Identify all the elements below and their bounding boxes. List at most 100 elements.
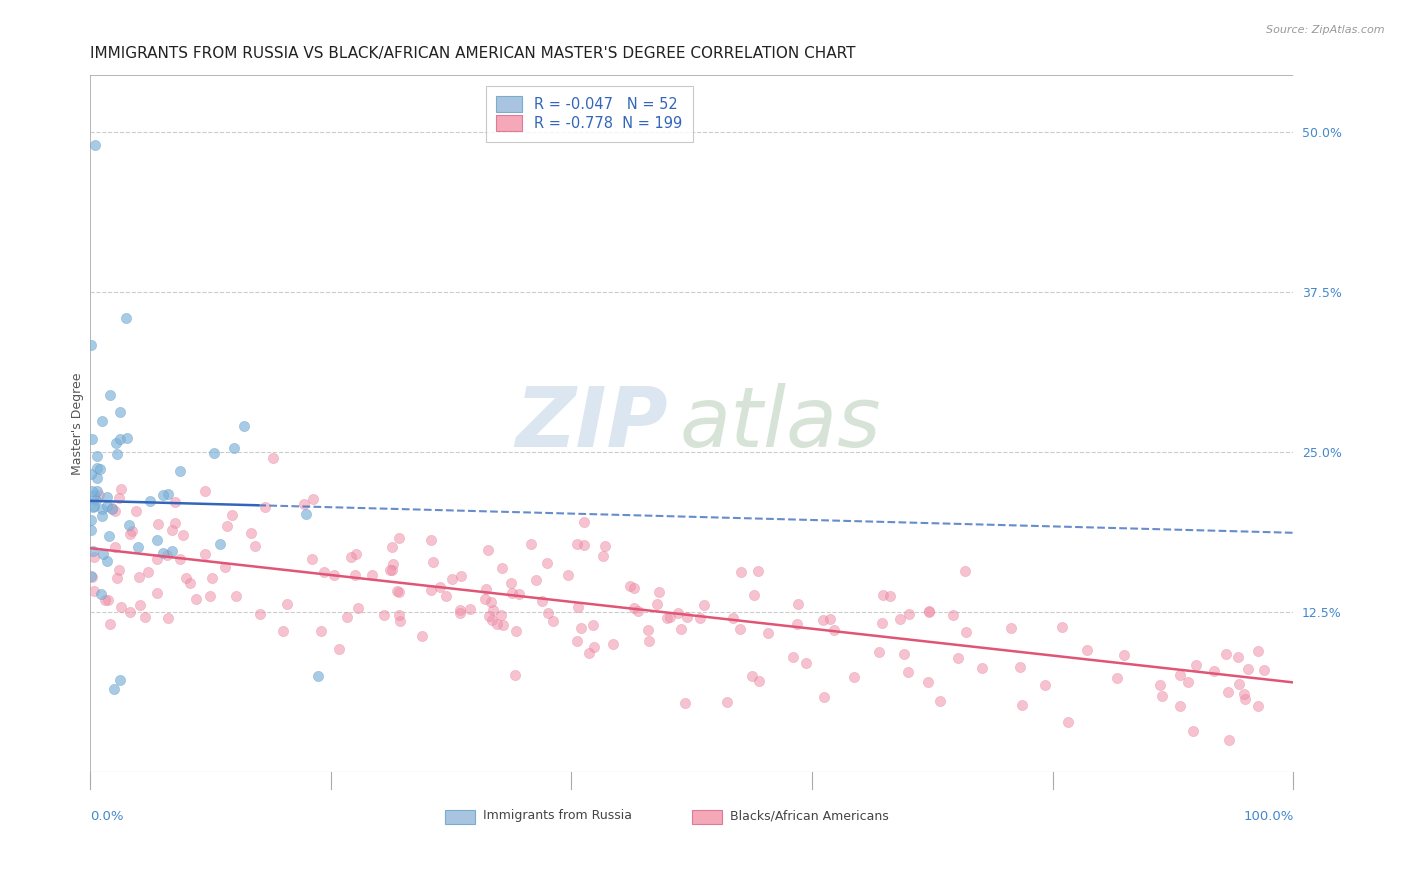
Point bbox=[120, 527, 142, 541]
Point bbox=[86, 450, 108, 464]
Point bbox=[86, 460, 108, 475]
Point bbox=[675, 610, 697, 624]
Point bbox=[872, 588, 894, 602]
Point bbox=[254, 500, 277, 515]
Point bbox=[105, 447, 128, 461]
Point bbox=[90, 587, 112, 601]
Point bbox=[730, 565, 752, 579]
Point bbox=[578, 646, 600, 660]
Point bbox=[583, 640, 606, 655]
Point bbox=[117, 431, 139, 445]
Text: ZIP: ZIP bbox=[515, 383, 668, 464]
Text: Source: ZipAtlas.com: Source: ZipAtlas.com bbox=[1267, 25, 1385, 35]
FancyBboxPatch shape bbox=[444, 810, 475, 824]
Point bbox=[811, 613, 834, 627]
Point bbox=[336, 610, 359, 624]
Point bbox=[492, 618, 515, 632]
Point bbox=[96, 554, 118, 568]
Point bbox=[748, 674, 770, 689]
Point bbox=[917, 605, 939, 619]
Point bbox=[1149, 678, 1171, 692]
Point bbox=[194, 547, 217, 561]
Point bbox=[100, 501, 122, 516]
Point bbox=[347, 600, 370, 615]
Point bbox=[541, 614, 564, 628]
Point bbox=[567, 600, 589, 615]
Point bbox=[477, 542, 499, 557]
Point bbox=[929, 693, 952, 707]
Point bbox=[146, 517, 169, 532]
Point bbox=[747, 564, 769, 578]
Point bbox=[572, 515, 595, 529]
Point bbox=[868, 645, 890, 659]
Text: atlas: atlas bbox=[679, 383, 882, 464]
Point bbox=[381, 540, 404, 554]
Point bbox=[160, 523, 183, 537]
Point bbox=[80, 337, 103, 351]
Point bbox=[953, 565, 976, 579]
Point bbox=[94, 593, 117, 607]
Point bbox=[360, 568, 382, 582]
Point bbox=[422, 555, 444, 569]
Point bbox=[83, 583, 105, 598]
Point bbox=[240, 525, 263, 540]
Point bbox=[1204, 664, 1226, 678]
Point bbox=[308, 669, 330, 683]
Point bbox=[475, 582, 498, 597]
Point bbox=[420, 533, 443, 548]
Point bbox=[1247, 644, 1270, 658]
Point bbox=[1011, 698, 1033, 713]
Point bbox=[673, 696, 696, 710]
Point bbox=[1253, 663, 1275, 677]
Point bbox=[82, 543, 104, 558]
Point bbox=[893, 647, 915, 661]
Point bbox=[262, 451, 284, 466]
Point bbox=[948, 650, 970, 665]
Point bbox=[343, 568, 366, 582]
Point bbox=[172, 528, 194, 542]
Point bbox=[813, 690, 835, 704]
Point bbox=[80, 569, 103, 583]
Point bbox=[105, 436, 128, 450]
Point bbox=[572, 538, 595, 552]
Point bbox=[90, 501, 112, 516]
Point bbox=[879, 590, 901, 604]
Point bbox=[889, 612, 911, 626]
Point bbox=[1105, 671, 1128, 685]
Point bbox=[898, 607, 921, 621]
Point bbox=[322, 568, 344, 582]
Point bbox=[716, 695, 738, 709]
Text: 0.0%: 0.0% bbox=[90, 810, 124, 823]
Point bbox=[1114, 648, 1136, 662]
Point bbox=[389, 614, 412, 628]
Point bbox=[373, 608, 395, 623]
Point bbox=[450, 569, 472, 583]
Point bbox=[82, 500, 104, 514]
Point bbox=[741, 669, 763, 683]
Point bbox=[163, 495, 186, 509]
Point bbox=[1233, 691, 1256, 706]
Point bbox=[794, 657, 817, 671]
Point bbox=[742, 588, 765, 602]
Point bbox=[128, 570, 150, 584]
Point bbox=[385, 584, 408, 599]
Point bbox=[108, 563, 131, 577]
Point bbox=[567, 633, 589, 648]
Point bbox=[118, 606, 141, 620]
Point bbox=[156, 548, 179, 562]
Point bbox=[83, 138, 105, 153]
Point bbox=[1076, 643, 1098, 657]
Point bbox=[645, 597, 668, 611]
Point bbox=[86, 471, 108, 485]
Point bbox=[101, 501, 124, 516]
Point bbox=[955, 624, 977, 639]
Point bbox=[83, 488, 105, 502]
Point bbox=[221, 508, 243, 523]
Text: Blacks/African Americans: Blacks/African Americans bbox=[730, 809, 889, 822]
Point bbox=[918, 604, 941, 618]
Point bbox=[179, 576, 201, 591]
Point bbox=[225, 589, 247, 603]
Point bbox=[917, 675, 939, 690]
Point bbox=[1033, 678, 1056, 692]
Point bbox=[340, 550, 363, 565]
